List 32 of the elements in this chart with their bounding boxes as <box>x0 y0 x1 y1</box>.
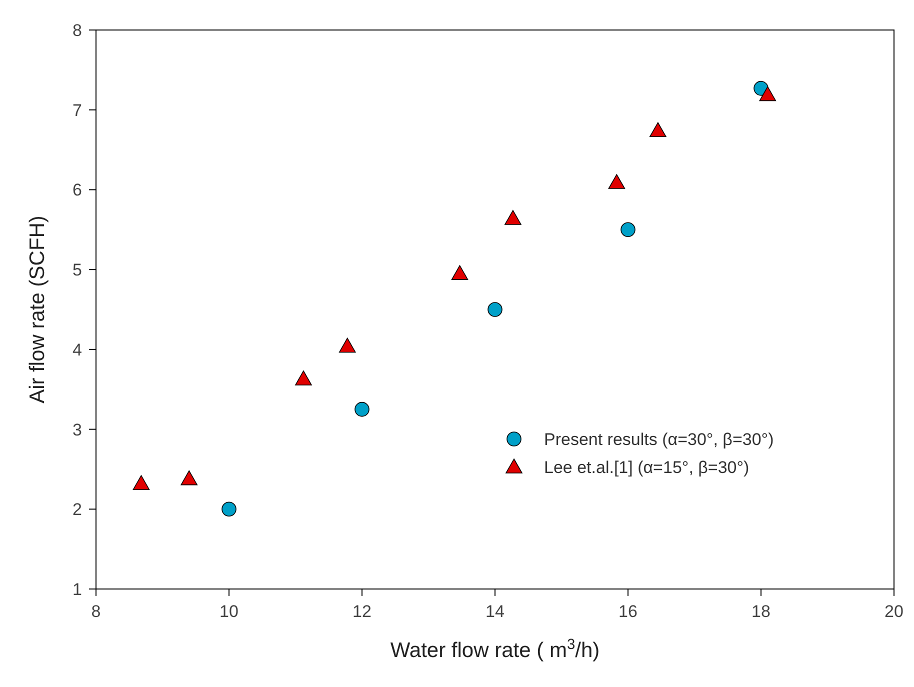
x-tick-label: 20 <box>884 602 904 621</box>
x-tick-label: 12 <box>352 602 372 621</box>
y-tick-label: 8 <box>72 21 82 40</box>
y-tick-label: 4 <box>72 340 82 360</box>
legend-label: Lee et.al.[1] (α=15°, β=30°) <box>544 458 750 477</box>
x-tick-label: 18 <box>752 602 770 621</box>
y-tick-label: 5 <box>72 260 82 280</box>
point <box>222 502 236 517</box>
point <box>504 210 522 225</box>
point <box>620 222 636 238</box>
point <box>759 86 776 102</box>
point <box>338 338 356 353</box>
y-tick-label: 6 <box>72 180 82 200</box>
x-axis-title: Water flow rate ( m$^{3}$/h) <box>390 637 600 662</box>
point <box>354 402 370 417</box>
y-tick-label: 2 <box>72 500 82 520</box>
point <box>488 302 502 317</box>
x-tick-label: 10 <box>220 602 238 621</box>
point <box>180 470 198 486</box>
point <box>451 265 468 280</box>
y-tick-label: 1 <box>72 580 82 599</box>
point <box>295 370 312 386</box>
x-tick-label: 16 <box>618 602 638 621</box>
point <box>608 174 626 189</box>
x-tick-label: 8 <box>91 602 101 621</box>
y-tick-label: 7 <box>72 100 82 120</box>
y-tick-label: 3 <box>72 420 82 440</box>
legend-label: Present results (α=30°, β=30°) <box>544 430 774 449</box>
x-tick-label: 14 <box>486 602 504 621</box>
point <box>132 475 150 490</box>
point <box>650 122 666 138</box>
y-axis-title: Air flow rate (SCFH) <box>26 216 49 404</box>
